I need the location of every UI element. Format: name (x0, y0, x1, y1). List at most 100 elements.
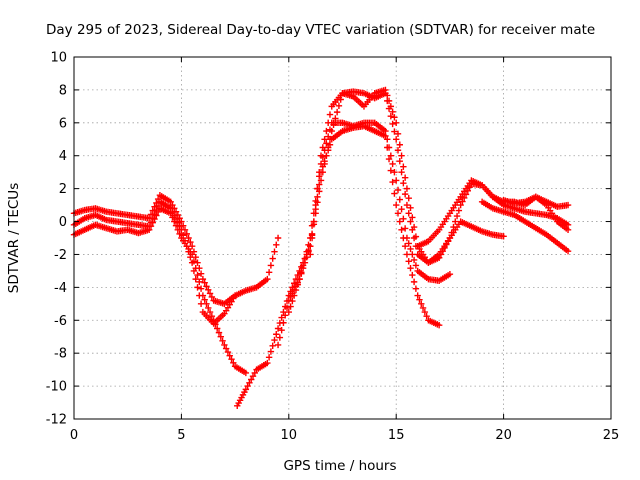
data-point (192, 253, 199, 261)
y-tick-label: 2 (59, 182, 67, 197)
y-tick-label: 10 (50, 51, 67, 66)
data-point (500, 233, 507, 240)
data-point (153, 212, 160, 219)
data-point (391, 190, 398, 197)
data-point (222, 345, 230, 352)
data-point (294, 271, 301, 279)
x-axis-title: GPS time / hours (283, 458, 396, 474)
data-point (396, 158, 403, 165)
data-point (382, 86, 389, 94)
data-point (441, 244, 448, 252)
data-point (251, 369, 258, 377)
data-point (439, 247, 446, 255)
data-point (183, 230, 190, 238)
data-point (403, 201, 411, 209)
data-point (437, 251, 445, 258)
data-point (292, 286, 300, 294)
data-point (396, 218, 403, 225)
data-point (391, 168, 398, 176)
data-point (206, 290, 214, 297)
y-axis-title: SDTVAR / TECUs (6, 183, 22, 293)
data-point (407, 245, 414, 253)
x-tick-label: 0 (70, 428, 78, 443)
data-point (214, 325, 221, 332)
data-point (443, 241, 450, 248)
data-point (278, 326, 285, 334)
data-point (387, 152, 395, 159)
data-point (455, 207, 463, 214)
data-point (435, 254, 443, 261)
data-point (199, 275, 207, 283)
data-point (410, 223, 418, 231)
data-point (169, 201, 176, 209)
x-tick-label: 10 (281, 428, 298, 443)
data-point (217, 333, 224, 340)
y-tick-label: 4 (59, 149, 67, 164)
data-point (210, 317, 217, 324)
data-point (321, 136, 328, 143)
data-point (330, 121, 337, 128)
axis-ticks: 0 5 10 15 20 25 -12 -10 -8 -6 -4 -2 0 2 4 6 8 10 (46, 51, 620, 444)
chart-title: Day 295 of 2023, Sidereal Day-to-day VTE… (46, 22, 595, 38)
data-point (403, 185, 411, 192)
data-point (174, 226, 182, 233)
data-point (190, 258, 198, 265)
data-point (410, 278, 418, 286)
data-point (312, 201, 319, 209)
x-tick-label: 25 (603, 428, 620, 443)
data-point (201, 279, 208, 286)
data-point (396, 196, 403, 203)
data-point (298, 270, 305, 277)
data-point (276, 334, 284, 341)
data-point (308, 234, 316, 242)
data-point (197, 285, 205, 292)
data-point (269, 342, 276, 349)
data-point (264, 275, 271, 283)
data-point (271, 336, 278, 344)
data-point (394, 147, 402, 154)
data-point (398, 206, 405, 213)
data-point (412, 262, 420, 269)
data-point (303, 253, 310, 261)
data-point (231, 292, 239, 299)
data-point (219, 337, 226, 345)
data-point (316, 181, 323, 188)
data-point (389, 178, 396, 186)
data-point (393, 119, 400, 127)
data-point (273, 331, 280, 338)
y-tick-label: -6 (54, 314, 67, 329)
data-point (274, 325, 282, 332)
data-point (389, 120, 396, 128)
data-point (421, 308, 429, 316)
y-tick-label: -10 (46, 380, 67, 395)
data-point (564, 226, 572, 233)
data-point (151, 203, 158, 210)
data-point (389, 108, 396, 116)
data-point (197, 270, 205, 277)
data-point (196, 278, 203, 286)
data-point (215, 329, 223, 336)
data-point (394, 130, 402, 137)
data-point (564, 247, 572, 255)
data-point (385, 97, 393, 105)
data-point (317, 177, 325, 184)
data-point (224, 348, 232, 356)
data-point (323, 127, 330, 135)
x-tick-label: 20 (495, 428, 512, 443)
data-point (457, 201, 464, 209)
data-point (208, 293, 216, 301)
data-point (409, 271, 416, 279)
data-point (208, 312, 216, 320)
data-point (323, 152, 330, 159)
data-point (205, 286, 212, 294)
data-point (194, 284, 201, 291)
y-tick-label: 6 (59, 116, 67, 131)
data-point (176, 215, 183, 222)
data-point (274, 341, 282, 349)
series-track-10 (500, 193, 572, 210)
data-point (384, 92, 391, 99)
data-point (167, 198, 174, 205)
data-point (401, 190, 409, 198)
data-point (294, 281, 301, 288)
